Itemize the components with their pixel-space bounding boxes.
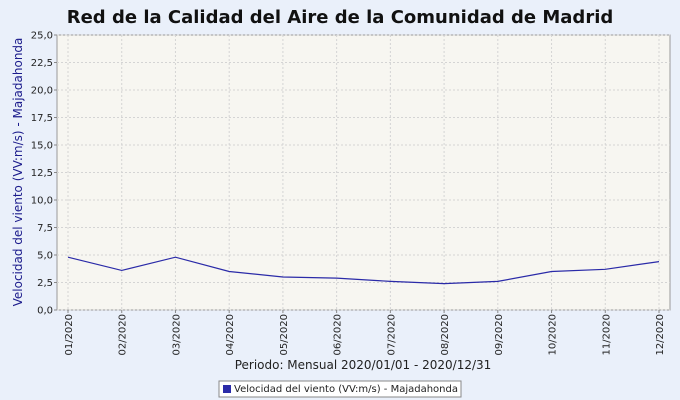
plot-area <box>56 34 671 311</box>
y-tick-label: 5,0 <box>37 251 53 262</box>
x-tick-label: 09/2020 <box>494 314 505 356</box>
y-tick-label: 20,0 <box>31 86 53 97</box>
x-tick-label: 11/2020 <box>601 314 612 356</box>
x-tick-label: 06/2020 <box>333 314 344 356</box>
y-tick-label: 0,0 <box>37 306 53 317</box>
chart-title: Red de la Calidad del Aire de la Comunid… <box>67 7 614 28</box>
x-tick-label: 07/2020 <box>386 314 397 356</box>
legend-swatch <box>223 385 231 393</box>
y-tick-label: 17,5 <box>31 113 53 124</box>
x-tick-label: 01/2020 <box>64 314 75 356</box>
y-tick-label: 15,0 <box>31 141 53 152</box>
legend-label: Velocidad del viento (VV:m/s) - Majadaho… <box>234 384 458 395</box>
y-tick-label: 12,5 <box>31 168 53 179</box>
y-tick-label: 10,0 <box>31 196 53 207</box>
x-tick-label: 03/2020 <box>171 314 182 356</box>
x-tick-label: 08/2020 <box>440 314 451 356</box>
data-line <box>67 256 660 285</box>
y-tick-label: 2,5 <box>37 278 53 289</box>
x-tick-label: 05/2020 <box>279 314 290 356</box>
legend <box>218 380 462 398</box>
y-axis-label: Velocidad del viento (VV:m/s) - Majadaho… <box>11 38 25 307</box>
y-tick-label: 25,0 <box>31 31 53 42</box>
x-axis-label: Periodo: Mensual 2020/01/01 - 2020/12/31 <box>235 358 492 372</box>
x-tick-label: 10/2020 <box>548 314 559 356</box>
y-tick-label: 22,5 <box>31 58 53 69</box>
x-tick-label: 12/2020 <box>655 314 666 356</box>
x-tick-label: 02/2020 <box>118 314 129 356</box>
y-tick-label: 7,5 <box>37 223 53 234</box>
x-tick-label: 04/2020 <box>225 314 236 356</box>
